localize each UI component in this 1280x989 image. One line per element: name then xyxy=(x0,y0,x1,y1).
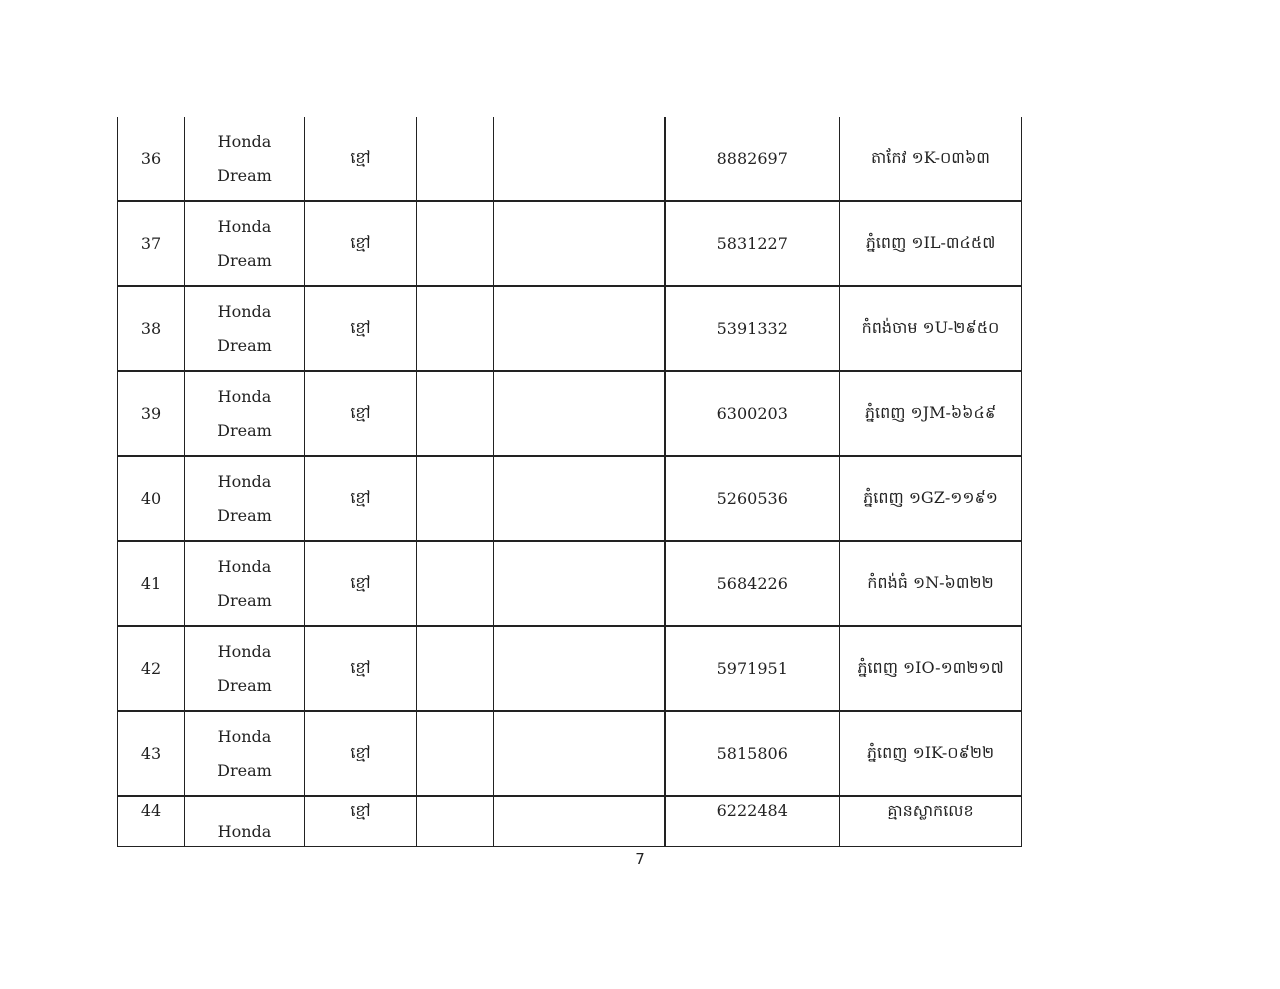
table-row: 42 Honda Dream ខ្មៅ 5971951 ភ្នំពេញ ១IO-១… xyxy=(117,625,1022,712)
model-name: Dream xyxy=(217,675,272,695)
empty-cell xyxy=(416,540,494,627)
number-cell: 5971951 xyxy=(664,625,840,712)
number-cell: 5391332 xyxy=(664,285,840,372)
model-make: Honda xyxy=(217,216,272,236)
model-cell: Honda Dream xyxy=(184,370,305,457)
empty-cell xyxy=(493,117,666,202)
color-cell: ខ្មៅ xyxy=(304,625,417,712)
plate-cell: ភ្នំពេញ ១IO-១៣២១៧ xyxy=(839,625,1022,712)
model-name: Dream xyxy=(217,505,272,525)
empty-cell xyxy=(493,200,666,287)
row-number: 36 xyxy=(117,117,185,202)
model-name: Dream xyxy=(217,250,272,270)
model-make: Honda xyxy=(217,386,272,406)
plate-cell: គ្មានស្លាកលេខ xyxy=(839,795,1022,847)
model-cell: Honda Dream xyxy=(184,285,305,372)
plate-cell: ភ្នំពេញ ១IL-៣៤៥៧ xyxy=(839,200,1022,287)
number-cell: 5260536 xyxy=(664,455,840,542)
plate-cell: ភ្នំពេញ ១JM-៦៦៤៩ xyxy=(839,370,1022,457)
row-number: 43 xyxy=(117,710,185,797)
number-cell: 6300203 xyxy=(664,370,840,457)
model-cell: Honda Dream xyxy=(184,200,305,287)
model-name: Dream xyxy=(217,165,272,185)
model-cell: Honda Dream xyxy=(184,117,305,202)
empty-cell xyxy=(493,710,666,797)
table-row: 40 Honda Dream ខ្មៅ 5260536 ភ្នំពេញ ១GZ-១… xyxy=(117,455,1022,542)
empty-cell xyxy=(416,117,494,202)
row-number: 41 xyxy=(117,540,185,627)
page-number: 7 xyxy=(635,850,645,868)
color-cell: ខ្មៅ xyxy=(304,200,417,287)
model-cell: Honda Dream xyxy=(184,455,305,542)
plate-cell: កំពង់ចាម ១U-២៩៥០ xyxy=(839,285,1022,372)
model-make: Honda xyxy=(217,131,272,151)
empty-cell xyxy=(416,625,494,712)
row-number: 37 xyxy=(117,200,185,287)
number-cell: 5684226 xyxy=(664,540,840,627)
empty-cell xyxy=(493,540,666,627)
row-number: 44 xyxy=(117,795,185,847)
model-make: Honda xyxy=(217,556,272,576)
model-name: Dream xyxy=(217,420,272,440)
empty-cell xyxy=(493,370,666,457)
empty-cell xyxy=(416,285,494,372)
plate-cell: ភ្នំពេញ ១IK-០៩២២ xyxy=(839,710,1022,797)
model-make: Honda xyxy=(217,822,272,841)
model-name: Dream xyxy=(217,760,272,780)
empty-cell xyxy=(416,200,494,287)
number-cell: 8882697 xyxy=(664,117,840,202)
empty-cell xyxy=(416,370,494,457)
table-row: 44 Honda ខ្មៅ 6222484 គ្មានស្លាកលេខ xyxy=(117,795,1022,847)
model-name: Dream xyxy=(217,335,272,355)
number-cell: 5815806 xyxy=(664,710,840,797)
color-cell: ខ្មៅ xyxy=(304,540,417,627)
empty-cell xyxy=(493,285,666,372)
model-cell: Honda Dream xyxy=(184,625,305,712)
vehicle-table: 36 Honda Dream ខ្មៅ 8882697 តាកែវ ១K-០៣៦៣… xyxy=(117,117,1022,847)
empty-cell xyxy=(493,795,666,847)
color-cell: ខ្មៅ xyxy=(304,370,417,457)
empty-cell xyxy=(493,455,666,542)
number-cell: 6222484 xyxy=(664,795,840,847)
plate-cell: កំពង់ធំ ១N-៦៣២២ xyxy=(839,540,1022,627)
empty-cell xyxy=(416,455,494,542)
empty-cell xyxy=(416,710,494,797)
number-cell: 5831227 xyxy=(664,200,840,287)
plate-cell: តាកែវ ១K-០៣៦៣ xyxy=(839,117,1022,202)
table-row: 37 Honda Dream ខ្មៅ 5831227 ភ្នំពេញ ១IL-៣… xyxy=(117,200,1022,287)
model-cell: Honda xyxy=(184,795,305,847)
empty-cell xyxy=(493,625,666,712)
model-name: Dream xyxy=(217,590,272,610)
color-cell: ខ្មៅ xyxy=(304,455,417,542)
model-cell: Honda Dream xyxy=(184,710,305,797)
model-make: Honda xyxy=(217,726,272,746)
table-row: 43 Honda Dream ខ្មៅ 5815806 ភ្នំពេញ ១IK-០… xyxy=(117,710,1022,797)
row-number: 42 xyxy=(117,625,185,712)
color-cell: ខ្មៅ xyxy=(304,285,417,372)
table-row: 38 Honda Dream ខ្មៅ 5391332 កំពង់ចាម ១U-២… xyxy=(117,285,1022,372)
model-make: Honda xyxy=(217,641,272,661)
color-cell: ខ្មៅ xyxy=(304,117,417,202)
model-cell: Honda Dream xyxy=(184,540,305,627)
model-make: Honda xyxy=(217,471,272,491)
row-number: 40 xyxy=(117,455,185,542)
plate-cell: ភ្នំពេញ ១GZ-១១៩១ xyxy=(839,455,1022,542)
row-number: 38 xyxy=(117,285,185,372)
row-number: 39 xyxy=(117,370,185,457)
model-make: Honda xyxy=(217,301,272,321)
color-cell: ខ្មៅ xyxy=(304,795,417,847)
table-row: 39 Honda Dream ខ្មៅ 6300203 ភ្នំពេញ ១JM-៦… xyxy=(117,370,1022,457)
table-row: 41 Honda Dream ខ្មៅ 5684226 កំពង់ធំ ១N-៦៣… xyxy=(117,540,1022,627)
table-row: 36 Honda Dream ខ្មៅ 8882697 តាកែវ ១K-០៣៦៣ xyxy=(117,117,1022,202)
empty-cell xyxy=(416,795,494,847)
color-cell: ខ្មៅ xyxy=(304,710,417,797)
